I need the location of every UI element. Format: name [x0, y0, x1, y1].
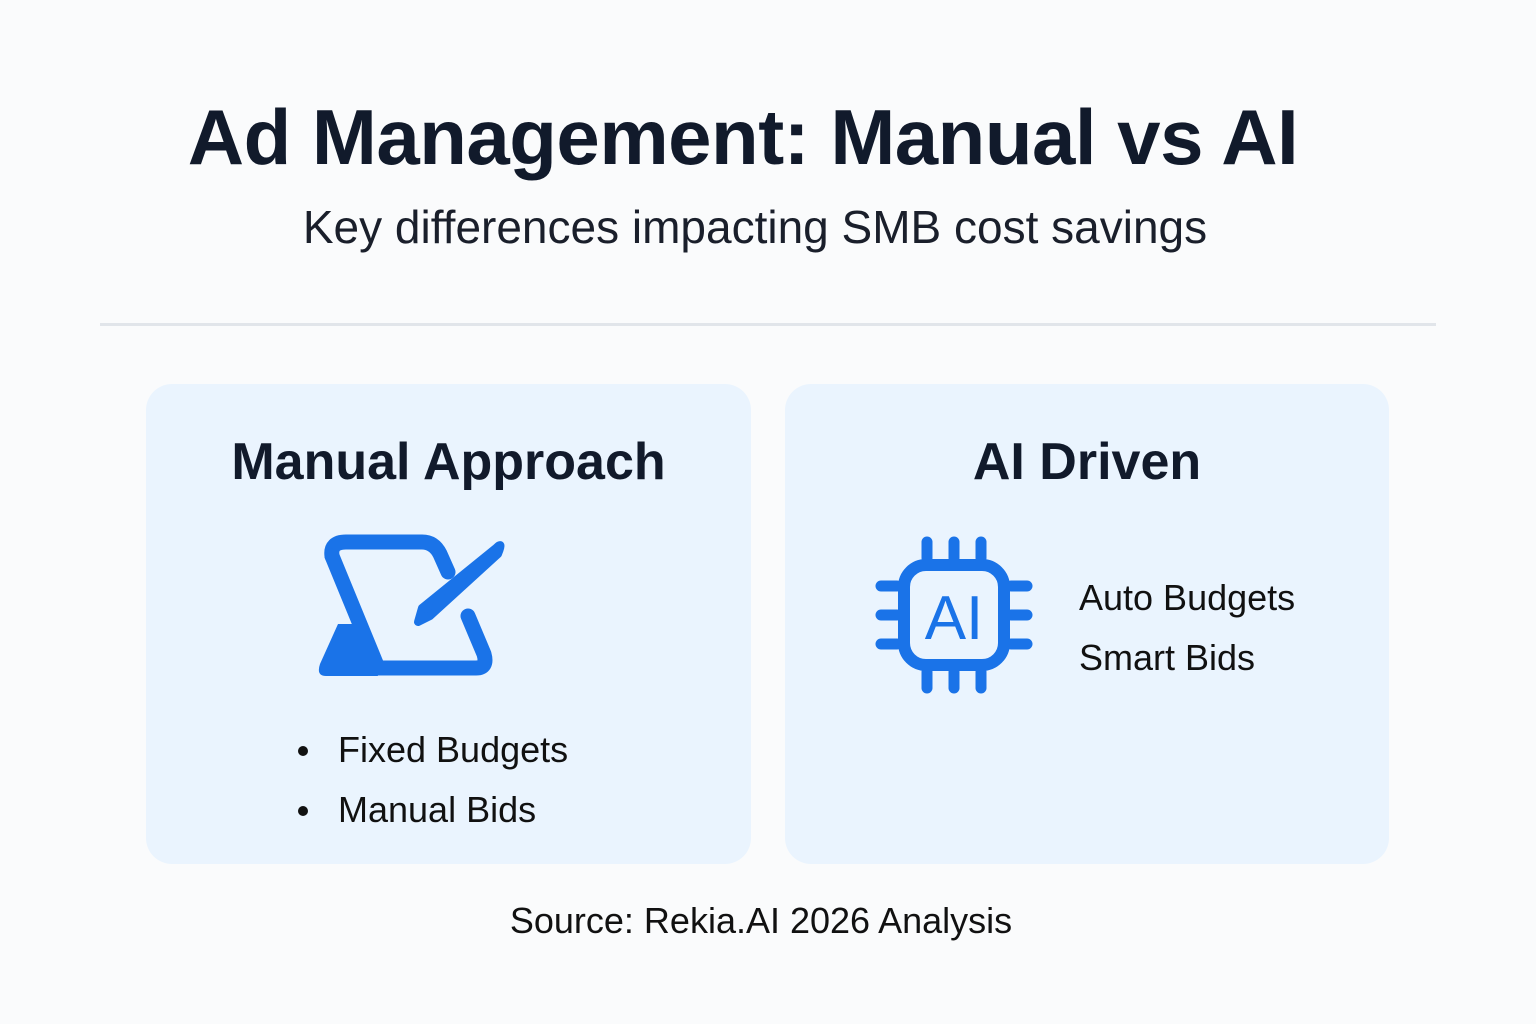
ai-chip-icon: AI	[875, 536, 1033, 694]
bullet-icon	[298, 806, 308, 816]
list-item: Auto Budgets	[1079, 577, 1296, 618]
list-item: Fixed Budgets	[294, 720, 568, 780]
list-item: Manual Bids	[294, 780, 568, 840]
list-item-label: Manual Bids	[338, 789, 537, 830]
list-item: Smart Bids	[1079, 637, 1256, 678]
manual-approach-card: Manual Approach Fixed Budgets Manual Bid…	[146, 384, 751, 864]
card-title: Manual Approach	[231, 433, 666, 491]
ai-features-list: Auto Budgets Smart Bids	[1079, 568, 1295, 688]
page-subtitle: Key differences impacting SMB cost savin…	[302, 201, 1208, 253]
edit-pen-icon	[318, 534, 505, 676]
bullet-icon	[298, 746, 308, 756]
ai-driven-card: AI Driven AI Auto Budgets Smart Bids	[785, 384, 1389, 864]
manual-features-list: Fixed Budgets Manual Bids	[294, 720, 568, 840]
list-item-label: Fixed Budgets	[338, 729, 569, 770]
svg-text:AI: AI	[925, 584, 984, 653]
source-caption: Source: Rekia.AI 2026 Analysis	[509, 900, 1013, 941]
divider	[100, 323, 1436, 326]
card-title: AI Driven	[972, 433, 1202, 491]
page-title: Ad Management: Manual vs AI	[187, 93, 1299, 181]
